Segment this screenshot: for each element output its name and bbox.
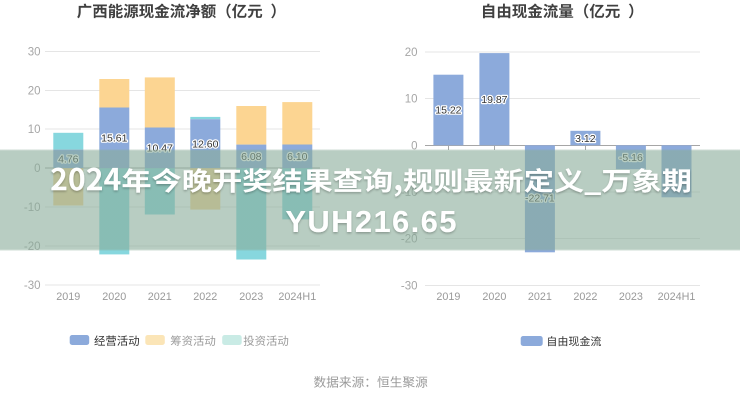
svg-text:2019: 2019 bbox=[56, 291, 80, 303]
svg-text:2022: 2022 bbox=[193, 291, 217, 303]
svg-text:2020: 2020 bbox=[102, 291, 126, 303]
svg-text:2022: 2022 bbox=[573, 291, 597, 303]
svg-text:2019: 2019 bbox=[436, 291, 460, 303]
svg-text:3.12: 3.12 bbox=[575, 133, 596, 145]
svg-text:2021: 2021 bbox=[148, 291, 172, 303]
svg-text:YUH216.65: YUH216.65 bbox=[285, 204, 457, 239]
svg-text:2024H1: 2024H1 bbox=[658, 291, 696, 303]
svg-text:2023: 2023 bbox=[239, 291, 263, 303]
svg-text:19.87: 19.87 bbox=[481, 94, 507, 106]
svg-text:2020: 2020 bbox=[482, 291, 506, 303]
svg-text:-30: -30 bbox=[24, 280, 41, 292]
svg-text:15.61: 15.61 bbox=[101, 133, 127, 145]
svg-text:20: 20 bbox=[405, 47, 418, 59]
svg-text:0: 0 bbox=[411, 140, 417, 152]
svg-text:20: 20 bbox=[28, 85, 41, 97]
svg-text:2021: 2021 bbox=[528, 291, 552, 303]
svg-text:-30: -30 bbox=[401, 280, 418, 292]
svg-text:2023: 2023 bbox=[619, 291, 643, 303]
svg-text:30: 30 bbox=[28, 46, 41, 58]
svg-text:12.60: 12.60 bbox=[192, 138, 218, 150]
svg-text:15.22: 15.22 bbox=[435, 105, 461, 117]
svg-text:10: 10 bbox=[405, 94, 418, 106]
svg-text:2024H1: 2024H1 bbox=[278, 291, 316, 303]
svg-text:10: 10 bbox=[28, 124, 41, 136]
